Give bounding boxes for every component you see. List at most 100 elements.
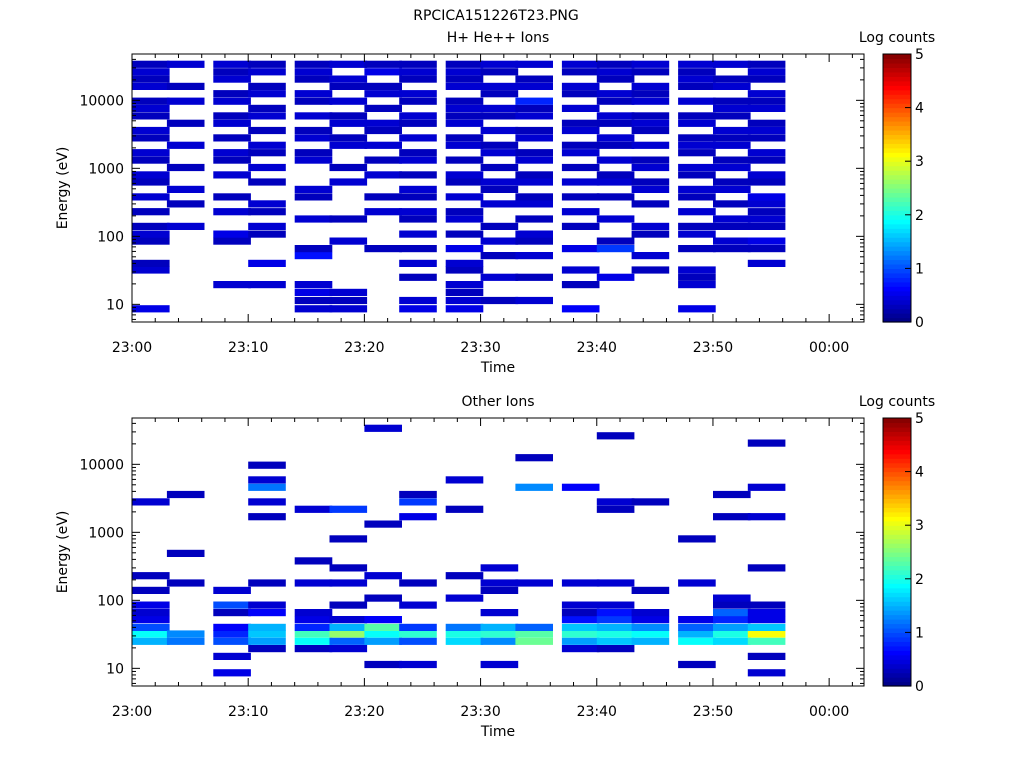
heatmap-cell: [248, 623, 286, 631]
heatmap-cells: [132, 424, 786, 677]
heatmap-cell: [561, 163, 600, 172]
heatmap-cell: [713, 97, 751, 105]
heatmap-cell: [294, 645, 333, 653]
colorbar-segment: [883, 596, 911, 602]
heatmap-cell: [713, 82, 751, 90]
heatmap-cell: [596, 60, 635, 68]
heatmap-cell: [678, 222, 716, 230]
heatmap-cell: [213, 75, 251, 83]
heatmap-cell: [678, 163, 716, 172]
heatmap-cell: [166, 579, 205, 587]
heatmap-cell: [132, 237, 170, 245]
colorbar-tick-label: 1: [915, 261, 924, 277]
heatmap-cell: [713, 490, 751, 499]
heatmap-cell: [364, 572, 402, 580]
x-tick-label: 23:00: [112, 704, 152, 720]
heatmap-cell: [132, 259, 170, 267]
heatmap-cell: [445, 156, 484, 164]
colorbar-segment: [883, 431, 911, 437]
colorbar-segment: [883, 574, 911, 580]
x-axis-label: Time: [480, 360, 515, 376]
heatmap-cell: [515, 215, 553, 223]
heatmap-cell: [132, 266, 170, 274]
heatmap-cell: [248, 222, 286, 230]
heatmap-cell: [561, 483, 600, 491]
x-tick-label: 23:30: [460, 704, 500, 720]
heatmap-cell: [364, 660, 402, 669]
colorbar-segment: [883, 89, 911, 95]
y-tick-label: 10000: [79, 457, 124, 473]
heatmap-cell: [364, 119, 402, 127]
heatmap-cell: [248, 476, 286, 484]
bottom-panel-other-ions: 23:00 23:10 23:20 23:30 23:40 23:50 00:0010100…: [55, 394, 935, 740]
colorbar-segment: [883, 147, 911, 153]
heatmap-cell: [713, 637, 751, 645]
colorbar-segment: [883, 246, 911, 252]
heatmap-cell: [329, 112, 368, 120]
heatmap-cell: [515, 273, 553, 281]
heatmap-cell: [329, 645, 368, 653]
heatmap-cell: [596, 215, 635, 223]
heatmap-cell: [213, 193, 251, 201]
colorbar-segment: [883, 71, 911, 77]
heatmap-cell: [561, 266, 600, 274]
colorbar-label: Log counts: [859, 30, 935, 46]
heatmap-cell: [747, 652, 786, 660]
heatmap-cell: [364, 126, 402, 135]
heatmap-cell: [364, 637, 402, 645]
heatmap-cell: [166, 490, 205, 499]
heatmap-cell: [445, 288, 484, 296]
heatmap-cell: [132, 104, 170, 112]
heatmap-cell: [132, 75, 170, 83]
heatmap-cell: [631, 178, 670, 186]
heatmap-cell: [747, 119, 786, 127]
colorbar-segment: [883, 641, 911, 647]
heatmap-cell: [631, 185, 670, 193]
colorbar-segment: [883, 507, 911, 513]
colorbar-segment: [883, 493, 911, 499]
heatmap-cell: [713, 513, 751, 521]
y-tick-label: 10: [106, 297, 124, 313]
colorbar-segment: [883, 520, 911, 526]
heatmap-cell: [515, 296, 553, 305]
colorbar-segment: [883, 672, 911, 678]
colorbar-segment: [883, 317, 911, 323]
heatmap-cell: [399, 119, 437, 127]
colorbar-segment: [883, 152, 911, 158]
heatmap-cell: [445, 60, 484, 68]
heatmap-cell: [747, 623, 786, 631]
colorbar-segment: [883, 179, 911, 185]
colorbar-segment: [883, 299, 911, 305]
heatmap-cell: [294, 149, 333, 157]
heatmap-cell: [166, 549, 205, 557]
heatmap-cell: [132, 623, 170, 631]
colorbar-segment: [883, 636, 911, 642]
colorbar-tick-label: 4: [915, 101, 924, 117]
heatmap-cell: [248, 178, 286, 186]
heatmap-cell: [445, 208, 484, 216]
heatmap-cell: [480, 104, 519, 112]
heatmap-cell: [445, 630, 484, 638]
heatmap-cell: [561, 630, 600, 638]
heatmap-cell: [329, 119, 368, 127]
colorbar-segment: [883, 552, 911, 558]
heatmap-cell: [747, 259, 786, 267]
heatmap-cell: [399, 630, 437, 638]
colorbar-segment: [883, 587, 911, 593]
colorbar-segment: [883, 610, 911, 616]
heatmap-cell: [713, 156, 751, 164]
heatmap-cell: [515, 193, 553, 201]
heatmap-cell: [213, 637, 251, 645]
heatmap-cell: [132, 609, 170, 617]
heatmap-cell: [132, 601, 170, 609]
heatmap-cell: [364, 616, 402, 624]
colorbar-segment: [883, 54, 911, 60]
panel-title: Other Ions: [461, 394, 534, 410]
heatmap-cell: [713, 185, 751, 193]
heatmap-cell: [678, 579, 716, 587]
heatmap-cell: [166, 185, 205, 193]
colorbar-segment: [883, 632, 911, 638]
heatmap-cell: [399, 601, 437, 609]
